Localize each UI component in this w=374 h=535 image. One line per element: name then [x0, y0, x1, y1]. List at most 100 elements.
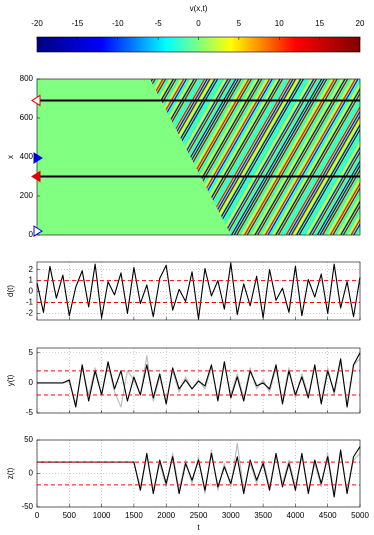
- axes-frame: [36, 439, 361, 508]
- wave-stripe: [150, 79, 182, 235]
- y-tick-label: 400: [20, 152, 34, 161]
- wave-stripe: [277, 79, 360, 235]
- wave-stripe: [150, 79, 187, 235]
- wave-stripe: [364, 79, 374, 235]
- probe-marker: [31, 94, 41, 107]
- wave-stripe: [257, 79, 349, 235]
- colorbar-tick-label: 15: [315, 19, 324, 28]
- probe-marker: [31, 170, 41, 183]
- y-tick-label: 0: [29, 469, 34, 478]
- wave-stripe: [254, 79, 346, 235]
- y-tick-label: -50: [21, 502, 33, 511]
- wave-stripe: [296, 79, 360, 235]
- wave-stripe: [220, 79, 312, 235]
- y-tick-label: 1: [29, 276, 34, 285]
- y-axis-label: z(t): [6, 467, 15, 479]
- wave-stripe: [236, 79, 328, 235]
- wave-stripe: [150, 79, 180, 235]
- wave-stripe: [369, 79, 374, 235]
- x-tick-label: 1000: [93, 511, 111, 520]
- colorbar-tick-label: -10: [112, 19, 124, 28]
- y-tick-label: -1: [26, 298, 34, 307]
- wave-stripe: [324, 79, 360, 235]
- x-tick-label: 2500: [190, 511, 208, 520]
- wave-stripe: [275, 79, 360, 235]
- wave-stripe: [293, 79, 360, 235]
- wave-stripe: [267, 79, 359, 235]
- colorbar-tick-label: 20: [356, 19, 365, 28]
- y-axis-label: x: [6, 155, 15, 159]
- x-tick-label: 0: [35, 511, 40, 520]
- y-tick-label: 600: [20, 113, 34, 122]
- wave-stripe: [301, 79, 360, 235]
- wave-stripe: [367, 79, 374, 235]
- colorbar-tick-label: 10: [275, 19, 284, 28]
- wave-stripe: [309, 79, 360, 235]
- wave-stripe: [285, 79, 360, 235]
- series-line: [37, 446, 361, 498]
- x-tick-label: 3000: [222, 511, 240, 520]
- colorbar-tick-label: 5: [237, 19, 242, 28]
- wave-stripe: [223, 79, 315, 235]
- series-line: [36, 262, 361, 320]
- colorbar-tick-label: -20: [31, 19, 43, 28]
- wave-stripe: [342, 79, 360, 235]
- wave-stripe: [335, 79, 360, 235]
- y-tick-label: 0: [29, 230, 34, 239]
- wave-stripe: [205, 79, 297, 235]
- wave-stripe: [303, 79, 360, 235]
- wave-stripe: [225, 79, 317, 235]
- colorbar-tick-label: -5: [155, 19, 163, 28]
- wave-stripe: [311, 79, 360, 235]
- x-tick-label: 500: [63, 511, 77, 520]
- y-tick-label: -5: [26, 408, 34, 417]
- axes-frame: [36, 261, 361, 321]
- series-line: [37, 352, 361, 408]
- x-tick-label: 1500: [125, 511, 143, 520]
- wave-stripe: [362, 79, 374, 235]
- wave-stripe: [358, 79, 360, 235]
- wave-stripe: [337, 79, 360, 235]
- x-tick-label: 5000: [351, 511, 369, 520]
- wave-stripe: [298, 79, 360, 235]
- wave-stripe: [228, 79, 320, 235]
- wave-stripe: [272, 79, 360, 235]
- x-tick-label: 4500: [319, 511, 337, 520]
- wave-stripe: [332, 79, 360, 235]
- wave-stripe: [241, 79, 333, 235]
- wave-stripe: [259, 79, 351, 235]
- wave-stripe: [215, 79, 307, 235]
- wave-stripe: [280, 79, 360, 235]
- wave-stripe: [150, 79, 185, 235]
- x-tick-label: 4000: [287, 511, 305, 520]
- wave-stripe: [290, 79, 360, 235]
- y-tick-label: 2: [29, 265, 34, 274]
- wave-stripe: [238, 79, 330, 235]
- wave-stripe: [231, 79, 323, 235]
- colorbar-title: v(x,t): [190, 4, 208, 13]
- y-tick-label: -2: [26, 309, 34, 318]
- wave-stripe: [249, 79, 341, 235]
- wave-stripe: [264, 79, 356, 235]
- wave-stripe: [150, 79, 193, 235]
- y-axis-label: y(t): [6, 374, 15, 386]
- wave-stripe: [329, 79, 360, 235]
- axes-frame: [36, 347, 361, 414]
- wave-stripe: [283, 79, 360, 235]
- colorbar-tick-label: -15: [72, 19, 84, 28]
- probe-marker: [33, 152, 43, 164]
- wave-stripe: [319, 79, 360, 235]
- wave-stripe: [322, 79, 360, 235]
- wave-stripe: [306, 79, 360, 235]
- wave-stripe: [202, 79, 294, 235]
- wave-stripe: [233, 79, 325, 235]
- wave-stripe: [316, 79, 360, 235]
- wave-stripe: [246, 79, 338, 235]
- wave-stripe: [244, 79, 336, 235]
- wave-stripe: [251, 79, 343, 235]
- x-tick-label: 3500: [254, 511, 272, 520]
- y-tick-label: 0: [29, 287, 34, 296]
- y-axis-label: d(t): [6, 285, 15, 297]
- y-tick-label: 0: [29, 378, 34, 387]
